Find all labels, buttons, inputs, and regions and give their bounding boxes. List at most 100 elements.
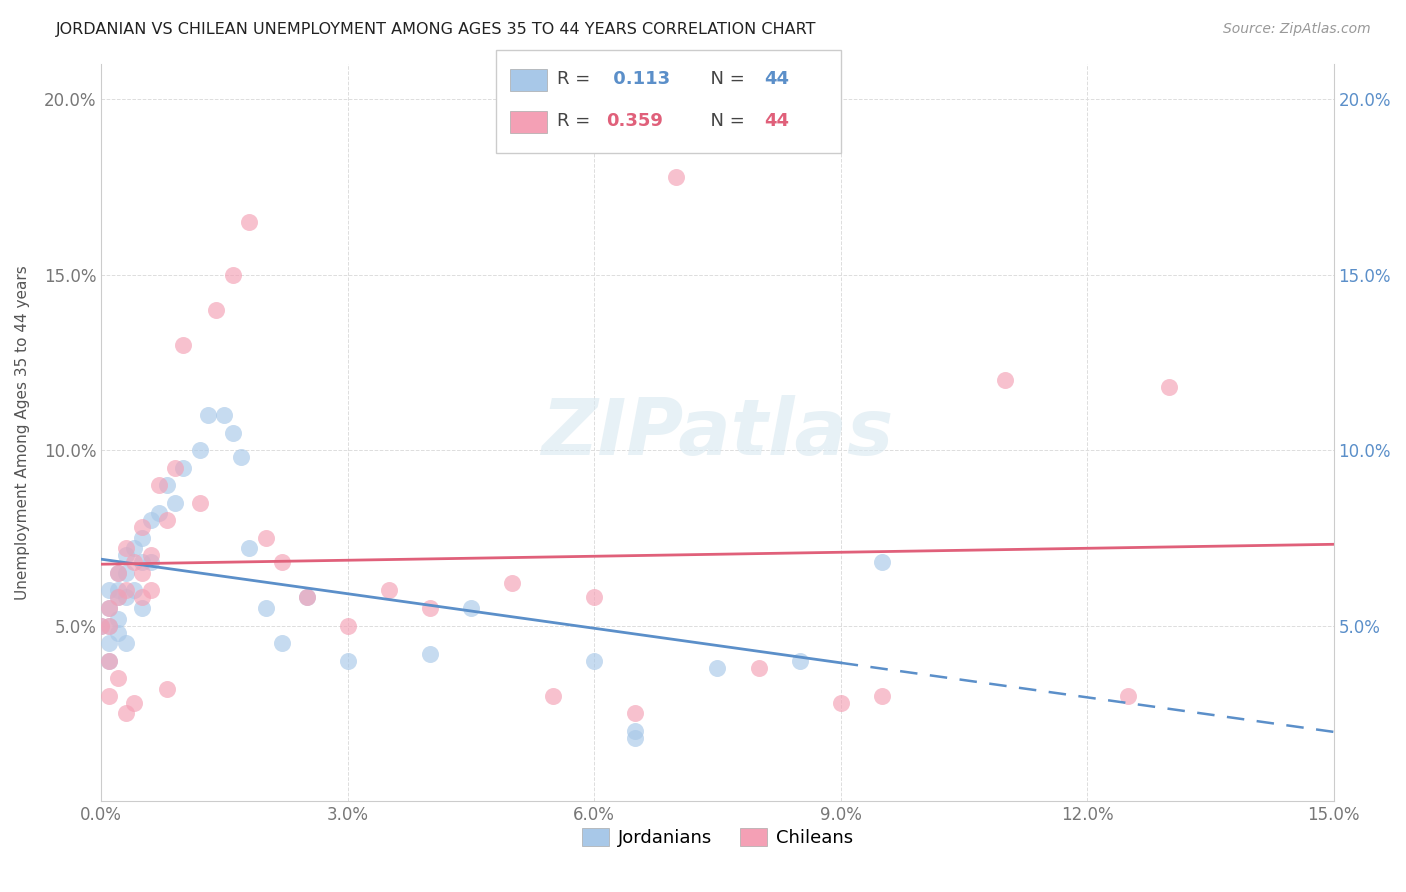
Point: [107, 591, 129, 605]
Point: [271, 556, 294, 570]
Point: [98, 654, 121, 668]
Point: [188, 496, 211, 510]
Point: [156, 478, 179, 492]
Point: [115, 706, 138, 721]
Point: [830, 696, 852, 710]
Point: [122, 556, 145, 570]
Point: [222, 425, 245, 440]
Point: [222, 268, 245, 282]
Text: 44: 44: [765, 112, 789, 130]
Point: [583, 654, 606, 668]
Point: [419, 601, 441, 615]
Point: [238, 541, 260, 556]
Point: [460, 601, 482, 615]
Point: [205, 302, 228, 317]
Point: [541, 689, 564, 703]
Point: [131, 520, 153, 534]
Point: [583, 591, 606, 605]
Point: [336, 654, 359, 668]
Point: [131, 531, 153, 545]
Point: [870, 689, 893, 703]
Text: JORDANIAN VS CHILEAN UNEMPLOYMENT AMONG AGES 35 TO 44 YEARS CORRELATION CHART: JORDANIAN VS CHILEAN UNEMPLOYMENT AMONG …: [56, 22, 817, 37]
Point: [172, 460, 194, 475]
FancyBboxPatch shape: [495, 50, 841, 153]
Point: [98, 618, 121, 632]
Point: [165, 496, 187, 510]
Point: [188, 443, 211, 458]
Point: [115, 591, 138, 605]
Point: [98, 583, 121, 598]
Text: R =: R =: [557, 70, 596, 88]
Point: [115, 541, 138, 556]
Point: [139, 513, 162, 527]
Point: [747, 660, 769, 674]
Point: [139, 549, 162, 563]
Point: [172, 338, 194, 352]
Point: [419, 647, 441, 661]
Text: 0.113: 0.113: [606, 70, 669, 88]
Point: [107, 566, 129, 580]
Point: [156, 513, 179, 527]
Point: [295, 591, 318, 605]
Point: [148, 506, 170, 520]
Point: [271, 636, 294, 650]
Point: [107, 583, 129, 598]
Point: [139, 556, 162, 570]
Point: [165, 460, 187, 475]
Point: [131, 566, 153, 580]
Point: [214, 408, 236, 422]
Point: [254, 601, 277, 615]
Point: [115, 566, 138, 580]
Point: [1116, 689, 1139, 703]
Point: [197, 408, 219, 422]
Text: R =: R =: [557, 112, 596, 130]
Text: N =: N =: [699, 112, 751, 130]
Point: [98, 601, 121, 615]
Point: [378, 583, 401, 598]
FancyBboxPatch shape: [510, 69, 547, 91]
Point: [994, 373, 1017, 387]
FancyBboxPatch shape: [510, 111, 547, 133]
Point: [98, 618, 121, 632]
Point: [122, 541, 145, 556]
Point: [115, 549, 138, 563]
Point: [295, 591, 318, 605]
Text: N =: N =: [699, 70, 751, 88]
Point: [115, 583, 138, 598]
Point: [706, 660, 728, 674]
Point: [98, 654, 121, 668]
Point: [90, 618, 112, 632]
Point: [665, 169, 688, 184]
Point: [107, 611, 129, 625]
Point: [131, 601, 153, 615]
Point: [229, 450, 252, 465]
Text: 44: 44: [765, 70, 789, 88]
Text: Source: ZipAtlas.com: Source: ZipAtlas.com: [1223, 22, 1371, 37]
Point: [501, 576, 523, 591]
Point: [107, 625, 129, 640]
Text: ZIPatlas: ZIPatlas: [541, 394, 894, 471]
Text: 0.359: 0.359: [606, 112, 664, 130]
Point: [98, 689, 121, 703]
Point: [238, 215, 260, 229]
Point: [624, 731, 647, 745]
Point: [1159, 380, 1181, 394]
Point: [107, 671, 129, 685]
Point: [870, 556, 893, 570]
Y-axis label: Unemployment Among Ages 35 to 44 years: Unemployment Among Ages 35 to 44 years: [15, 265, 30, 600]
Point: [98, 636, 121, 650]
Point: [98, 601, 121, 615]
Point: [107, 566, 129, 580]
Point: [156, 681, 179, 696]
Point: [148, 478, 170, 492]
Point: [624, 723, 647, 738]
Point: [336, 618, 359, 632]
Point: [131, 556, 153, 570]
Point: [115, 636, 138, 650]
Point: [131, 591, 153, 605]
Point: [122, 583, 145, 598]
Point: [139, 583, 162, 598]
Legend: Jordanians, Chileans: Jordanians, Chileans: [575, 821, 860, 855]
Point: [107, 591, 129, 605]
Point: [624, 706, 647, 721]
